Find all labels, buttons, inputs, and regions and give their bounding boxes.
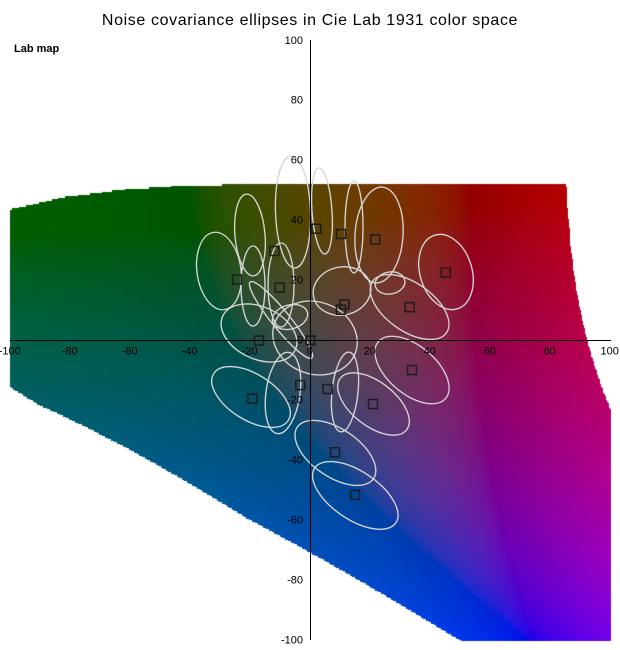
svg-text:20: 20 — [364, 345, 376, 357]
svg-text:-60: -60 — [122, 345, 138, 357]
svg-text:-100: -100 — [0, 345, 21, 357]
svg-text:80: 80 — [291, 95, 303, 107]
svg-text:-20: -20 — [287, 395, 303, 407]
svg-text:100: 100 — [601, 345, 619, 357]
svg-text:-80: -80 — [287, 575, 303, 587]
svg-text:-100: -100 — [281, 635, 303, 647]
svg-text:40: 40 — [291, 215, 303, 227]
svg-text:-20: -20 — [242, 345, 258, 357]
svg-text:80: 80 — [544, 345, 556, 357]
svg-text:100: 100 — [285, 35, 303, 47]
svg-text:-40: -40 — [182, 345, 198, 357]
svg-text:0: 0 — [297, 335, 303, 347]
svg-text:-40: -40 — [287, 455, 303, 467]
svg-text:60: 60 — [484, 345, 496, 357]
svg-text:-60: -60 — [287, 515, 303, 527]
svg-text:Noise covariance ellipses in C: Noise covariance ellipses in Cie Lab 193… — [102, 12, 518, 29]
svg-text:60: 60 — [291, 155, 303, 167]
svg-text:Lab map: Lab map — [14, 43, 60, 55]
svg-text:-80: -80 — [62, 345, 78, 357]
svg-text:0: 0 — [307, 345, 313, 357]
svg-text:20: 20 — [291, 275, 303, 287]
svg-text:40: 40 — [424, 345, 436, 357]
